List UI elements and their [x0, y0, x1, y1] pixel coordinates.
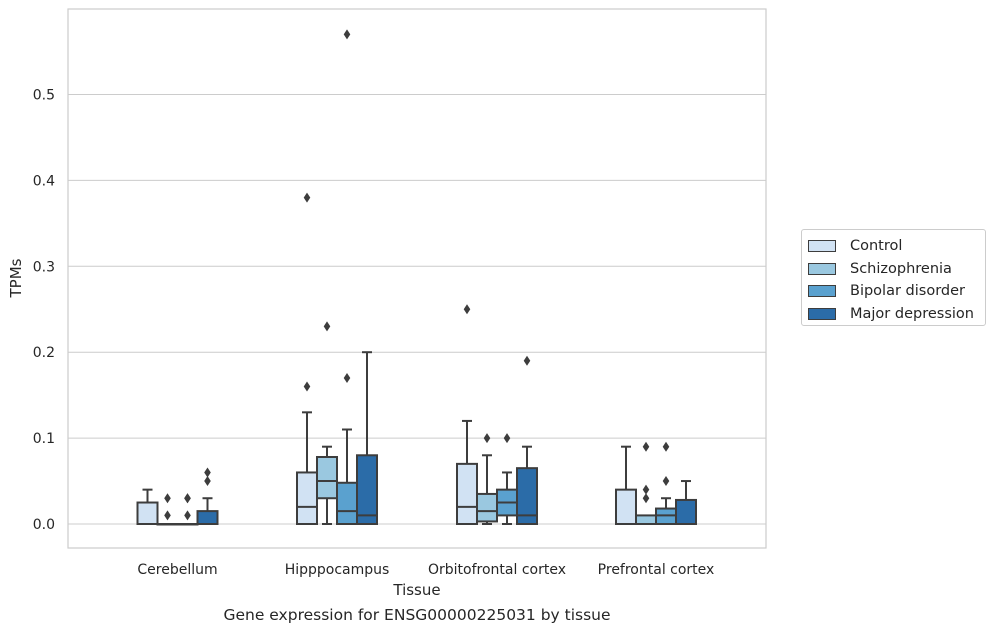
box — [635, 514, 657, 525]
chart-caption: Gene expression for ENSG00000225031 by t… — [223, 606, 611, 624]
outlier-point — [164, 493, 171, 504]
box-major-depression — [196, 467, 219, 525]
x-axis-label: Tissue — [392, 581, 440, 599]
legend-item-schizophrenia: Schizophrenia — [808, 258, 985, 281]
outlier-point — [184, 510, 191, 521]
y-tick-label: 0.2 — [33, 345, 55, 361]
box — [456, 462, 478, 525]
outlier-point — [343, 372, 351, 383]
outlier-point — [323, 321, 331, 332]
y-tick-label: 0.5 — [33, 88, 55, 104]
box-major-depression — [356, 351, 378, 525]
box — [336, 481, 358, 526]
legend-item-major-depression: Major depression — [808, 303, 985, 326]
outlier-point — [303, 381, 311, 392]
box — [296, 471, 318, 525]
box — [316, 455, 338, 500]
legend-swatch — [808, 262, 836, 275]
gridlines — [68, 94, 766, 525]
box — [615, 488, 637, 526]
outlier-point — [184, 493, 191, 504]
legend-item-bipolar-disorder: Bipolar disorder — [808, 280, 985, 303]
y-tick-labels: 0.0 0.1 0.2 0.3 0.4 0.5 — [33, 88, 55, 534]
box-control — [615, 445, 637, 526]
outlier-point — [523, 355, 531, 366]
box-schizophrenia — [476, 433, 498, 525]
box-schizophrenia — [316, 321, 338, 525]
box — [476, 492, 498, 523]
box-bipolar-disorder — [655, 441, 677, 525]
legend-swatch — [808, 285, 836, 298]
box-control — [296, 192, 318, 525]
outlier-point — [662, 476, 670, 487]
outlier-point — [303, 192, 311, 203]
box-control — [456, 304, 478, 525]
y-axis-label: TPMs — [7, 258, 25, 298]
box-bipolar-disorder — [336, 29, 358, 526]
box — [675, 498, 697, 525]
outlier-point — [483, 433, 491, 444]
y-tick-label: 0.0 — [33, 517, 55, 533]
box-major-depression — [675, 480, 697, 525]
x-tick-labels: Cerebellum Hipppocampus Orbitofrontal cort… — [137, 562, 714, 578]
outlier-point — [662, 441, 670, 452]
box-major-depression — [516, 355, 538, 526]
outlier-point — [642, 484, 650, 495]
box-bipolar-disorder — [496, 433, 518, 525]
outlier-point — [503, 433, 511, 444]
legend-label: Major depression — [850, 305, 974, 322]
outlier-point — [204, 476, 211, 487]
box — [356, 454, 378, 525]
legend-swatch — [808, 240, 836, 253]
legend-label: Control — [850, 238, 903, 255]
legend-item-control: Control — [808, 235, 985, 258]
box-control — [136, 488, 159, 525]
outlier-point — [343, 29, 351, 40]
box — [516, 467, 538, 526]
box-plot-marks — [136, 29, 697, 526]
box-schizophrenia — [156, 493, 179, 526]
box — [196, 510, 219, 525]
legend-label: Bipolar disorder — [850, 283, 965, 300]
legend-swatch — [808, 307, 836, 320]
box-bipolar-disorder — [176, 493, 199, 526]
outlier-point — [642, 441, 650, 452]
y-tick-label: 0.4 — [33, 173, 55, 189]
plot-area — [67, 8, 767, 549]
x-tick-label: Cerebellum — [137, 562, 217, 578]
outlier-point — [642, 493, 650, 504]
x-tick-label: Prefrontal cortex — [598, 562, 715, 578]
legend: Control Schizophrenia Bipolar disorder M… — [801, 229, 986, 326]
outlier-point — [204, 467, 211, 478]
x-tick-label: Hipppocampus — [285, 562, 390, 578]
y-tick-label: 0.3 — [33, 259, 55, 275]
outlier-point — [463, 304, 471, 315]
x-tick-label: Orbitofrontal cortex — [428, 562, 566, 578]
box — [136, 501, 159, 525]
y-tick-label: 0.1 — [33, 431, 55, 447]
legend-label: Schizophrenia — [850, 260, 952, 277]
outlier-point — [164, 510, 171, 521]
box-schizophrenia — [635, 441, 657, 525]
